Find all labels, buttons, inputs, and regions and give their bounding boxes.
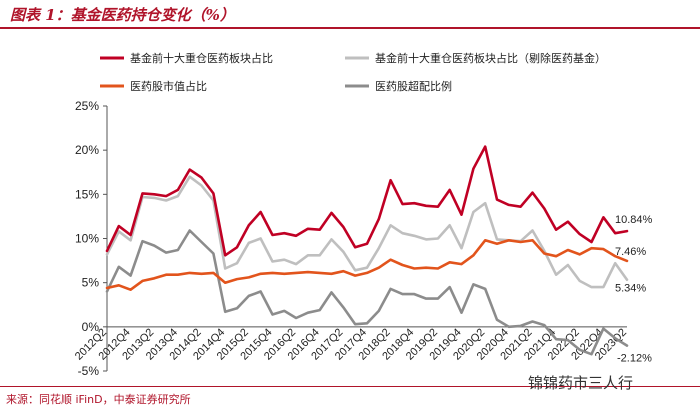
y-tick-label: 25% [75, 99, 99, 113]
end-value-label: 7.46% [615, 246, 646, 258]
legend: 基金前十大重仓医药板块占比 基金前十大重仓医药板块占比（剔除医药基金） 医药股市值占… [100, 51, 606, 93]
chart-title: 图表 1：基金医药持仓变化（%） [10, 6, 235, 24]
legend-label: 基金前十大重仓医药板块占比（剔除医药基金） [375, 51, 606, 65]
y-tick-label: 5% [82, 276, 100, 290]
y-tick-label: 15% [75, 187, 99, 201]
legend-label: 医药股超配比例 [375, 79, 452, 93]
y-tick-label: 20% [75, 143, 99, 157]
series-line [105, 239, 629, 292]
footer-rule [0, 386, 700, 387]
y-tick-label: -5% [78, 364, 100, 378]
source-note: 来源：同花顺 iFinD，中泰证券研究所 [6, 393, 191, 406]
series-line [105, 145, 629, 257]
end-labels: 10.84% 5.34% 7.46% -2.12% [615, 214, 653, 364]
y-tick-label: 10% [75, 232, 99, 246]
series-lines [105, 145, 629, 356]
series-line [105, 175, 629, 289]
y-tick-label: 0% [82, 320, 100, 334]
series-line [105, 229, 629, 356]
end-value-label: 5.34% [615, 283, 646, 295]
chart: 基金前十大重仓医药板块占比 基金前十大重仓医药板块占比（剔除医药基金） 医药股市值占… [73, 51, 653, 378]
watermark: 锦锦药市三人行 [528, 374, 634, 392]
end-value-label: 10.84% [615, 214, 653, 226]
end-value-label: -2.12% [617, 353, 652, 365]
title-rule [0, 27, 700, 29]
legend-label: 基金前十大重仓医药板块占比 [130, 51, 273, 65]
legend-label: 医药股市值占比 [130, 79, 207, 93]
